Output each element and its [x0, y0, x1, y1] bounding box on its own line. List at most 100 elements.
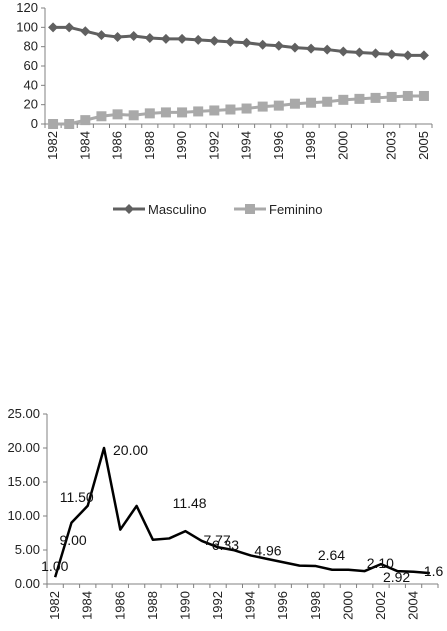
x-tick-label: 1992 [206, 131, 221, 160]
x-tick-label: 1988 [145, 591, 160, 620]
data-label: 2.64 [318, 547, 345, 563]
data-point-square [257, 101, 268, 112]
data-point-square [338, 94, 349, 105]
data-point-diamond [418, 50, 429, 61]
data-point-square [322, 96, 333, 107]
data-point-diamond [144, 32, 155, 43]
data-point-diamond [177, 33, 188, 44]
data-point-diamond [354, 47, 365, 58]
x-tick-label: 1986 [112, 591, 127, 620]
data-point-diamond [128, 31, 139, 42]
data-point-square [225, 104, 236, 115]
data-point-diamond [322, 44, 333, 55]
data-point-square [80, 115, 91, 126]
chart1-x-axis: 1982 1984 1986 1988 1990 1992 1994 1996 1998 2000… [44, 123, 433, 160]
x-tick-label: 1998 [303, 131, 318, 160]
data-point-square [370, 92, 381, 103]
data-label: 11.48 [173, 495, 207, 511]
y-tick-label: 100 [16, 19, 38, 34]
y-tick-label: 80 [24, 39, 38, 54]
data-point-square [193, 106, 204, 117]
x-tick-label: 1984 [77, 131, 92, 160]
chart1-markers [48, 22, 429, 129]
x-tick-label: 1996 [275, 591, 290, 620]
data-label: 4.96 [254, 542, 281, 558]
data-point-diamond [386, 49, 397, 60]
data-point-diamond [209, 35, 220, 46]
data-point-diamond [80, 26, 91, 37]
data-point-diamond [338, 46, 349, 57]
x-tick-label: 1996 [271, 131, 286, 160]
data-point-square [273, 100, 284, 111]
data-point-square [160, 107, 171, 118]
data-label: 6.33 [212, 537, 239, 553]
data-point-square [48, 119, 59, 129]
data-point-square [112, 109, 123, 120]
data-label: 2.10 [367, 555, 394, 571]
data-point-square [64, 119, 75, 129]
data-point-diamond [64, 22, 75, 33]
y-tick-label: 0.00 [15, 576, 40, 591]
x-tick-label: 1990 [174, 131, 189, 160]
data-point-diamond [370, 48, 381, 59]
chart2-data-labels: 1.00 9.00 11.50 20.00 11.48 7.776.33 4.96 2.64 2… [41, 442, 443, 585]
data-point-diamond [257, 39, 268, 50]
chart1-y-axis: 0 20 40 60 80 100 120 [16, 0, 46, 131]
data-point-square [354, 93, 365, 104]
y-tick-label: 20.00 [7, 440, 40, 455]
data-point-diamond [289, 42, 300, 53]
x-tick-label: 2002 [373, 591, 388, 620]
data-label: 1.00 [41, 558, 68, 574]
legend-marker-square [245, 204, 255, 214]
x-tick-label: 2000 [340, 591, 355, 620]
x-tick-label: 1990 [177, 591, 192, 620]
data-point-diamond [160, 33, 171, 44]
data-point-diamond [241, 37, 252, 48]
y-tick-label: 0 [31, 116, 38, 131]
chart-gender-share: 0 20 40 60 80 100 120 1982 1984 1986 1988 1990 1992… [16, 0, 433, 217]
chart2-x-axis: 1982 1984 1986 1988 1990 1992 1994 1996 1998 2000… [46, 583, 439, 620]
data-label: 9.00 [59, 532, 86, 548]
data-label: 2.92 [383, 569, 410, 585]
x-tick-label: 2000 [335, 131, 350, 160]
data-point-diamond [306, 43, 317, 54]
chart1-legend: Masculino Feminino [113, 202, 322, 217]
data-point-square [209, 105, 220, 116]
x-tick-label: 1992 [210, 591, 225, 620]
x-tick-label: 1984 [80, 591, 95, 620]
y-tick-label: 60 [24, 58, 38, 73]
x-tick-label: 1998 [308, 591, 323, 620]
y-tick-label: 120 [16, 0, 38, 15]
data-point-square [418, 90, 429, 101]
data-point-diamond [96, 30, 107, 41]
y-tick-label: 5.00 [15, 542, 40, 557]
data-point-diamond [193, 34, 204, 45]
x-tick-label: 2003 [384, 131, 399, 160]
legend-label: Masculino [148, 202, 207, 217]
x-tick-label: 2004 [406, 591, 421, 620]
chart2-series-line [53, 446, 430, 578]
data-point-square [177, 107, 188, 118]
x-tick-label: 1994 [239, 131, 254, 160]
legend-label: Feminino [269, 202, 322, 217]
data-label: 7.77 [203, 532, 230, 548]
data-point-diamond [273, 40, 284, 51]
series-line [53, 446, 430, 578]
data-point-diamond [225, 36, 236, 47]
chart2-y-axis: 0.00 5.00 10.00 15.00 20.00 25.00 [7, 406, 48, 591]
legend-marker-diamond [124, 204, 134, 214]
data-label: 20.00 [113, 442, 148, 458]
data-point-square [306, 97, 317, 108]
x-tick-label: 1986 [110, 131, 125, 160]
y-tick-label: 10.00 [7, 508, 40, 523]
data-point-square [289, 98, 300, 109]
data-point-square [96, 111, 107, 122]
data-point-square [386, 91, 397, 102]
y-tick-label: 25.00 [7, 406, 40, 421]
data-point-square [241, 103, 252, 114]
data-point-diamond [112, 32, 123, 42]
y-tick-label: 15.00 [7, 474, 40, 489]
data-point-diamond [402, 50, 413, 61]
data-label: 11.50 [60, 489, 94, 505]
